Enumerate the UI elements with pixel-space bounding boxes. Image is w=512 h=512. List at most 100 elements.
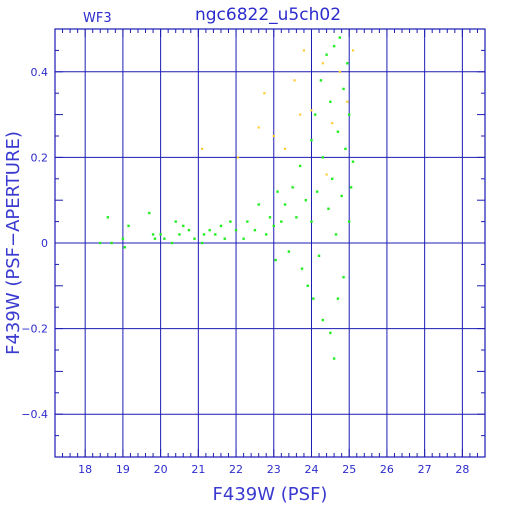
data-point (193, 237, 196, 240)
x-tick-label: 23 (267, 463, 281, 476)
data-point-secondary (272, 134, 275, 138)
data-point (346, 62, 349, 65)
data-point-secondary (283, 147, 287, 150)
data-point (336, 130, 340, 133)
x-axis-label: F439W (PSF) (213, 484, 328, 505)
data-point (127, 224, 130, 228)
data-point (329, 100, 332, 103)
data-point (208, 228, 211, 232)
y-tick-label: −0.4 (21, 408, 48, 421)
data-point (331, 177, 334, 180)
data-point (351, 160, 355, 163)
data-point (174, 220, 177, 223)
data-point (300, 267, 304, 270)
data-point (332, 44, 336, 48)
data-point (332, 357, 336, 360)
data-point (242, 237, 245, 240)
data-point (123, 246, 126, 249)
data-point (283, 203, 287, 206)
data-point (317, 254, 321, 258)
data-point (182, 224, 185, 228)
data-point (336, 297, 340, 300)
data-point (348, 113, 351, 116)
y-tick-label: −0.2 (21, 323, 48, 336)
data-point-secondary (293, 79, 296, 82)
data-point (306, 284, 309, 287)
data-point (268, 216, 272, 219)
data-point-secondary (321, 62, 324, 65)
data-point-secondary (236, 156, 240, 159)
data-point (327, 207, 330, 210)
data-point (334, 233, 338, 236)
x-tick-label: 19 (116, 463, 130, 476)
data-point (121, 237, 125, 240)
y-tick-label: 0 (41, 237, 48, 250)
data-point (200, 241, 204, 245)
data-point-secondary (325, 173, 328, 176)
data-point (159, 233, 162, 236)
data-point (265, 233, 268, 236)
data-point (295, 216, 298, 219)
secondary-point-group (201, 49, 355, 176)
data-point (312, 297, 315, 300)
data-point (163, 237, 166, 240)
data-point (338, 36, 341, 39)
panel-label: WF3 (83, 11, 112, 26)
x-tick-labels: 18 19 20 21 22 23 24 25 26 27 28 (78, 463, 469, 476)
data-point (272, 224, 275, 228)
data-point (246, 220, 249, 223)
x-tick-label: 18 (78, 463, 92, 476)
x-tick-label: 26 (380, 463, 394, 476)
data-point (298, 164, 302, 168)
data-point (319, 79, 323, 82)
data-point (106, 216, 110, 219)
data-point (187, 228, 191, 232)
x-tick-label: 27 (418, 463, 432, 476)
y-tick-labels: −0.4 −0.2 0 0.2 0.4 (21, 66, 48, 421)
data-point-secondary (263, 92, 266, 95)
data-point (321, 156, 325, 159)
data-point (276, 190, 279, 193)
data-point-secondary (346, 100, 349, 103)
data-point (348, 220, 351, 223)
data-point (291, 186, 294, 189)
data-point (223, 237, 226, 240)
data-point (170, 241, 174, 245)
x-tick-label: 24 (304, 463, 318, 476)
data-point-secondary (257, 126, 260, 129)
main-point-group (99, 36, 355, 360)
data-point (329, 331, 332, 335)
data-point (325, 53, 328, 56)
data-point-secondary (302, 49, 306, 52)
data-point (342, 276, 345, 279)
data-point-secondary (351, 49, 355, 52)
x-tick-label: 20 (154, 463, 168, 476)
axis-ticks (54, 28, 486, 458)
data-point-secondary (310, 109, 313, 112)
data-point (310, 220, 313, 223)
data-point-secondary (331, 122, 334, 125)
data-point (314, 113, 317, 116)
data-point (253, 228, 257, 232)
data-point (321, 318, 325, 322)
data-point (287, 250, 291, 253)
data-point (178, 233, 181, 236)
data-point (148, 211, 151, 215)
data-point-secondary (338, 70, 341, 73)
data-point (304, 199, 308, 202)
data-point-secondary (201, 147, 204, 150)
data-point (349, 186, 353, 189)
data-point (214, 233, 217, 236)
data-point (274, 258, 277, 262)
data-point (280, 220, 283, 223)
data-point (234, 228, 238, 232)
y-tick-label: 0.2 (31, 151, 49, 164)
data-point-secondary (299, 113, 302, 116)
data-point (229, 220, 232, 223)
data-point (153, 237, 157, 240)
x-tick-label: 21 (191, 463, 205, 476)
data-point (219, 224, 223, 228)
data-point (315, 190, 319, 193)
y-tick-label: 0.4 (31, 66, 49, 79)
